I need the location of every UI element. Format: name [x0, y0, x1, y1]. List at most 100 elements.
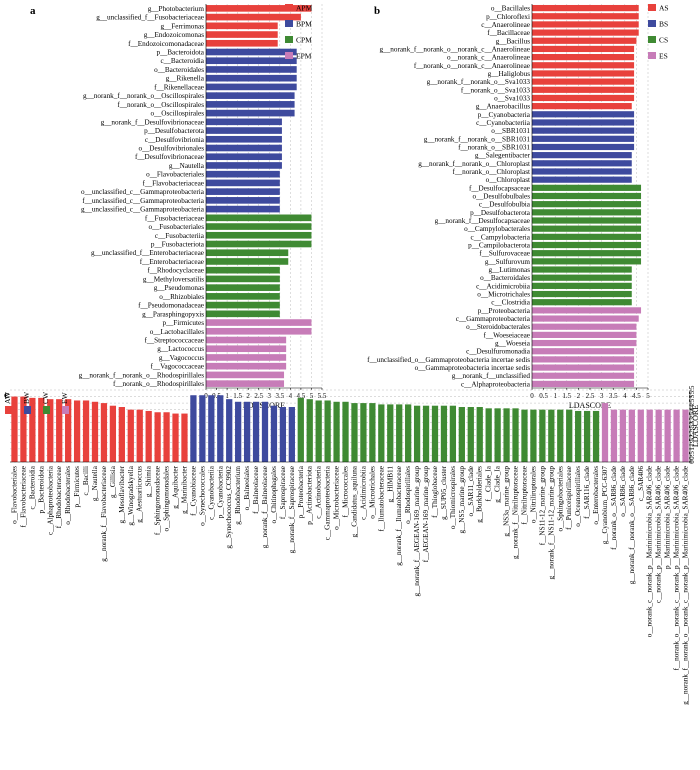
bar-label: f__NS11-12_marine_group [538, 466, 546, 546]
x-tick-label: 2.5 [254, 392, 263, 400]
bar-label: g__norank_f__AEGEAN-169_marine_group [413, 466, 421, 597]
bar [206, 31, 278, 38]
x-tick-label: 3.5 [275, 392, 284, 400]
bar-label: g__NS5_marine_group [458, 466, 466, 534]
bar-label: g__norank_f__Ilumatobacteraceae [395, 466, 403, 566]
bar-label: g__norank_f__Saprospiraceae [288, 466, 296, 553]
bar-label: g__norank_f__norank_o__Chloroplast [418, 160, 530, 168]
panel-b-chart: o__Bacillalesp__Chloroflexic__Anaeroline… [367, 4, 668, 411]
bar-label: g__norank_f__norank_o__Rhodospirillales [79, 371, 205, 379]
bar-label: f__unclassified_c__Gammaproteobacteria [82, 197, 205, 205]
bar-label: c__Bacteroidia [160, 57, 204, 65]
bar-label: o__Sva1033 [494, 94, 530, 102]
x-tick-label: 4.5 [632, 392, 641, 400]
bar-label: g__Aquibacter [172, 465, 180, 508]
bar-label: p__Proteobacteria [478, 307, 531, 315]
bar [206, 319, 312, 326]
bar [288, 407, 295, 462]
bar-label: p__Actinobacteriota [306, 465, 314, 524]
bar-label: g__Synechococcus_CC9902 [225, 466, 233, 549]
bar-label: g__norank_f__NS11-12_marine_group [547, 466, 555, 580]
bar-label: g__Endozoicomonas [144, 31, 204, 39]
bar [206, 258, 289, 265]
bar-label: c__Clostridia [491, 299, 531, 307]
bar [532, 45, 635, 53]
bar [413, 405, 421, 462]
bar-label: g__norank_f__unclassified [452, 372, 531, 380]
legend-swatch [285, 4, 293, 11]
bar [206, 39, 278, 47]
bar-label: f__Ilumatobacteraceae [377, 466, 385, 531]
bar [532, 111, 635, 118]
bar [532, 86, 635, 93]
bar-label: c__Alphaproteobacteria [461, 380, 531, 388]
legend-swatch [648, 52, 656, 59]
y-tick-label: 0.5 [688, 451, 696, 460]
panel-a-chart: g__Photobacteriumg__unclassified_f__Fuso… [79, 4, 327, 411]
bar [206, 371, 285, 379]
y-tick-label: 2 [688, 434, 696, 438]
x-tick-label: 5.5 [318, 392, 327, 400]
bar-label: c__Bacteroidia [28, 465, 36, 509]
bar-label: o__Nitriliruptorales [529, 466, 537, 523]
bar-label: f__norank_o__Rhodospirillales [113, 380, 204, 388]
bar-label: f__Puniceispirillaceae [565, 466, 573, 530]
bar [601, 403, 609, 462]
legend-swatch [285, 20, 293, 27]
bar-label: c__Fusobacteriia [155, 232, 205, 240]
bar [532, 225, 642, 232]
x-tick-label: 0.5 [212, 392, 221, 400]
bar-label: g__unclassified_c__Gammaproteobacteria [81, 206, 205, 214]
bar [206, 380, 285, 387]
legend-label: APM [296, 4, 313, 13]
bar [532, 62, 635, 69]
bar [532, 192, 642, 200]
bar [476, 407, 483, 462]
x-tick-label: 5 [646, 392, 650, 400]
bar [91, 401, 99, 462]
bar [206, 57, 297, 65]
bar [532, 4, 639, 12]
bar-label: p__Firmicutes [73, 466, 81, 508]
bar-label: g__Winogradskyella [127, 465, 135, 525]
bar-label: g__Nautella [91, 465, 99, 501]
bar [532, 364, 635, 371]
legend-swatch [648, 4, 656, 11]
bar-label: g__HIMB11 [386, 466, 394, 503]
bar-label: f__norank_o__Sva1033 [461, 86, 530, 94]
bar-label: p__Bacteroidota [156, 49, 204, 57]
x-tick-label: 1.5 [562, 392, 571, 400]
y-tick-label: 1.5 [688, 437, 696, 446]
bar [206, 362, 287, 370]
bar-label: o__Steroidobacterales [466, 323, 530, 331]
bar-label: f__Nitrilruptoraceae [520, 466, 528, 525]
bar [206, 153, 282, 161]
bar-label: g__unclassified_f__Fusobacteriaceae [96, 14, 204, 22]
bar-label: o__Flavobacteriales [146, 171, 204, 179]
bar-label: g__unclassified_f__Enterobacteriaceae [91, 249, 204, 257]
bar-label: o__Bacteroidales [154, 66, 204, 74]
bar-label: o__Oscillospirales [151, 110, 205, 118]
bar [351, 403, 358, 462]
bar-label: o__Chitinophagales [270, 466, 278, 524]
bar-label: g__Parasphingopyxis [142, 310, 204, 318]
bar [664, 409, 671, 462]
bar [206, 205, 280, 213]
bar [539, 409, 546, 462]
bar-label: g__Marinibacter [180, 465, 188, 514]
bar-label: c__Cyanobacteriia [207, 465, 215, 520]
x-tick-label: 2 [246, 392, 250, 400]
bar [566, 409, 573, 462]
bar [73, 400, 81, 462]
bar-label: g__norank_f__Nitrilruptoraceae [512, 466, 520, 559]
legend-label: ES [659, 52, 668, 61]
bar-label: c__Acidimicrobiia [476, 282, 531, 290]
bar-label: f__Bacillaceae [487, 29, 530, 37]
bar [532, 372, 635, 379]
bar-label: p__Marinimicrobia_SAR406_clade [664, 466, 672, 569]
bar [532, 290, 632, 298]
bar-label: c__Desulfuromonadia [466, 348, 531, 356]
x-axis-label: LDASCORE [569, 401, 611, 410]
bar-label: p__Desulfobacterota [144, 127, 205, 135]
